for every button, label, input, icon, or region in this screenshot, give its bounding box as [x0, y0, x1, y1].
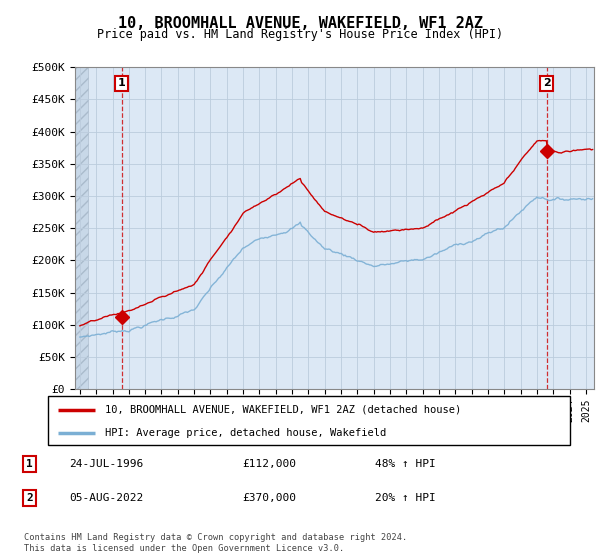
Text: 10, BROOMHALL AVENUE, WAKEFIELD, WF1 2AZ: 10, BROOMHALL AVENUE, WAKEFIELD, WF1 2AZ [118, 16, 482, 31]
Text: 1: 1 [26, 459, 33, 469]
Text: 48% ↑ HPI: 48% ↑ HPI [375, 459, 436, 469]
Text: 1: 1 [118, 78, 125, 88]
Text: Price paid vs. HM Land Registry's House Price Index (HPI): Price paid vs. HM Land Registry's House … [97, 28, 503, 41]
Text: 24-JUL-1996: 24-JUL-1996 [70, 459, 144, 469]
Text: 10, BROOMHALL AVENUE, WAKEFIELD, WF1 2AZ (detached house): 10, BROOMHALL AVENUE, WAKEFIELD, WF1 2AZ… [106, 405, 461, 415]
Bar [75, 67, 88, 389]
Text: HPI: Average price, detached house, Wakefield: HPI: Average price, detached house, Wake… [106, 428, 386, 438]
Bar [75, 67, 88, 389]
Text: 2: 2 [542, 78, 550, 88]
Text: 05-AUG-2022: 05-AUG-2022 [70, 493, 144, 503]
Text: Contains HM Land Registry data © Crown copyright and database right 2024.
This d: Contains HM Land Registry data © Crown c… [24, 533, 407, 553]
Text: 20% ↑ HPI: 20% ↑ HPI [375, 493, 436, 503]
FancyBboxPatch shape [48, 396, 570, 445]
Text: 2: 2 [26, 493, 33, 503]
Text: £370,000: £370,000 [242, 493, 296, 503]
Text: £112,000: £112,000 [242, 459, 296, 469]
